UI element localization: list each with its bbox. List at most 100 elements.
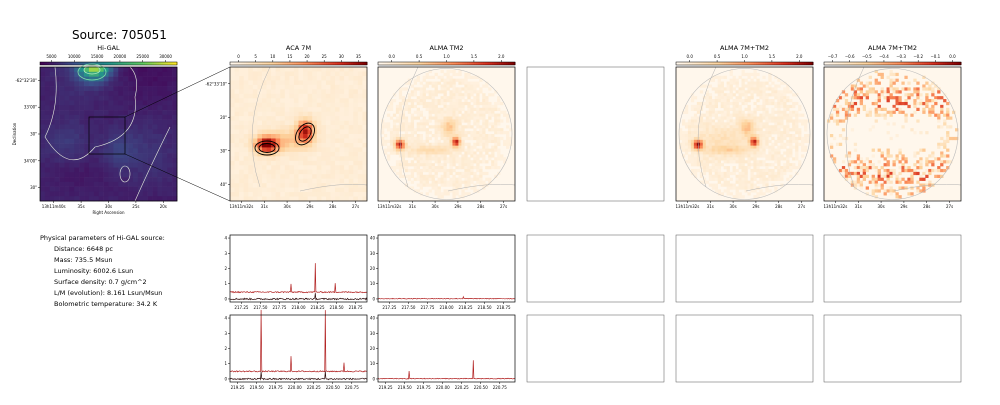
aca7m-pixel bbox=[266, 84, 272, 90]
higal-pixel bbox=[98, 81, 104, 87]
aca7m-pixel bbox=[275, 67, 281, 72]
higal-pixel bbox=[137, 95, 144, 101]
combo-pixel bbox=[750, 154, 754, 158]
resid-pixel bbox=[886, 177, 890, 181]
higal-pixel bbox=[128, 119, 134, 125]
resid-pixel bbox=[922, 87, 926, 91]
combo-pixel bbox=[687, 134, 692, 138]
resid-pixel bbox=[853, 171, 858, 176]
aca7m-pixel bbox=[257, 75, 263, 81]
colorbar-swatch bbox=[894, 62, 898, 65]
combo-pixel bbox=[714, 151, 718, 155]
tm2-pixel bbox=[467, 96, 471, 100]
aca7m-pixel bbox=[230, 156, 235, 162]
combo-pixel bbox=[687, 142, 692, 146]
tm2-pixel bbox=[437, 128, 441, 132]
tm2-pixel bbox=[473, 128, 477, 132]
higal-pixel bbox=[123, 124, 129, 130]
combo-pixel bbox=[732, 113, 736, 117]
aca7m-pixel bbox=[293, 67, 299, 72]
tm2-pixel bbox=[452, 180, 456, 184]
combo-pixel bbox=[708, 157, 713, 161]
tm2-pixel bbox=[467, 151, 471, 155]
higal-pixel bbox=[74, 196, 80, 202]
higal-pixel bbox=[132, 124, 139, 130]
tm2-pixel bbox=[491, 128, 495, 132]
aca7m-pixel bbox=[335, 120, 340, 126]
resid-pixel bbox=[841, 168, 846, 173]
combo-pixel bbox=[759, 148, 763, 152]
combo-pixel bbox=[741, 168, 745, 173]
aca7m-pixel bbox=[303, 165, 308, 171]
higal-pixel bbox=[152, 153, 158, 159]
tm2-pixel bbox=[431, 101, 435, 106]
higal-pixel bbox=[88, 134, 95, 140]
colorbar-swatch bbox=[473, 62, 477, 65]
aca7m-pixel bbox=[266, 174, 272, 179]
aca7m-pixel bbox=[266, 93, 272, 99]
combo-pixel bbox=[720, 81, 724, 85]
tm2-pixel bbox=[437, 186, 441, 190]
combo-pixel bbox=[789, 148, 793, 152]
combo-pixel bbox=[732, 131, 736, 135]
combo-pixel bbox=[726, 186, 730, 190]
combo-pixel bbox=[732, 75, 736, 79]
tm2-pixel bbox=[425, 104, 429, 109]
tm2-pixel bbox=[473, 189, 477, 193]
higal-pixel bbox=[172, 119, 178, 125]
combo-pixel bbox=[699, 131, 704, 135]
panel-title-aca7m: ACA 7M bbox=[286, 44, 311, 52]
combo-pixel bbox=[744, 168, 748, 173]
aca7m-pixel bbox=[261, 80, 267, 86]
combo-pixel bbox=[747, 151, 751, 155]
resid-pixel bbox=[928, 154, 932, 158]
resid-pixel bbox=[835, 110, 840, 114]
tm2-contour bbox=[399, 66, 516, 192]
higal-pixel bbox=[79, 124, 85, 130]
colorbar-swatch bbox=[797, 62, 800, 65]
resid-pixel bbox=[874, 99, 878, 103]
aca7m-pixel bbox=[312, 138, 318, 144]
combo-pixel bbox=[714, 90, 718, 94]
combo-pixel bbox=[741, 101, 745, 106]
combo-pixel bbox=[684, 104, 689, 109]
aca7m-pixel bbox=[353, 89, 359, 95]
combo-pixel bbox=[786, 148, 790, 152]
higal-pixel bbox=[49, 100, 55, 106]
higal-pixel bbox=[113, 167, 119, 173]
higal-pixel bbox=[40, 129, 46, 135]
combo-pixel bbox=[720, 119, 724, 123]
tm2-pixel bbox=[413, 166, 418, 170]
combo-pixel bbox=[705, 101, 710, 106]
combo-pixel bbox=[777, 122, 781, 126]
combo-pixel bbox=[729, 128, 733, 132]
tm2-pixel bbox=[467, 171, 471, 176]
higal-pixel bbox=[152, 105, 158, 111]
higal-pixel bbox=[147, 186, 153, 192]
higal-ylabel: Declination bbox=[12, 122, 17, 145]
tm2-pixel bbox=[416, 128, 420, 132]
colorbar-tick-label: −0.5 bbox=[862, 54, 872, 59]
colorbar-swatch bbox=[307, 62, 311, 65]
tm2-pixel bbox=[488, 136, 492, 141]
combo-pixel bbox=[792, 166, 796, 170]
aca7m-pixel bbox=[353, 67, 359, 72]
combo-pixel bbox=[702, 163, 707, 167]
resid-pixel bbox=[940, 104, 944, 109]
higal-pixel bbox=[103, 86, 109, 92]
resid-pixel bbox=[910, 174, 914, 178]
aca7m-pixel bbox=[321, 116, 327, 121]
higal-pixel bbox=[74, 191, 80, 197]
higal-pixel bbox=[74, 172, 80, 178]
aca7m-pixel bbox=[307, 129, 313, 135]
resid-pixel bbox=[850, 160, 855, 164]
aca7m-pixel bbox=[325, 120, 331, 126]
tm2-pixel bbox=[452, 142, 456, 146]
colorbar-swatch bbox=[922, 62, 925, 65]
combo-pixel bbox=[792, 110, 796, 114]
resid-pixel bbox=[832, 136, 837, 141]
tm2-pixel bbox=[461, 131, 465, 135]
combo-pixel bbox=[711, 101, 716, 106]
tm2-pixel bbox=[482, 136, 486, 141]
tm2-pixel bbox=[386, 125, 391, 129]
